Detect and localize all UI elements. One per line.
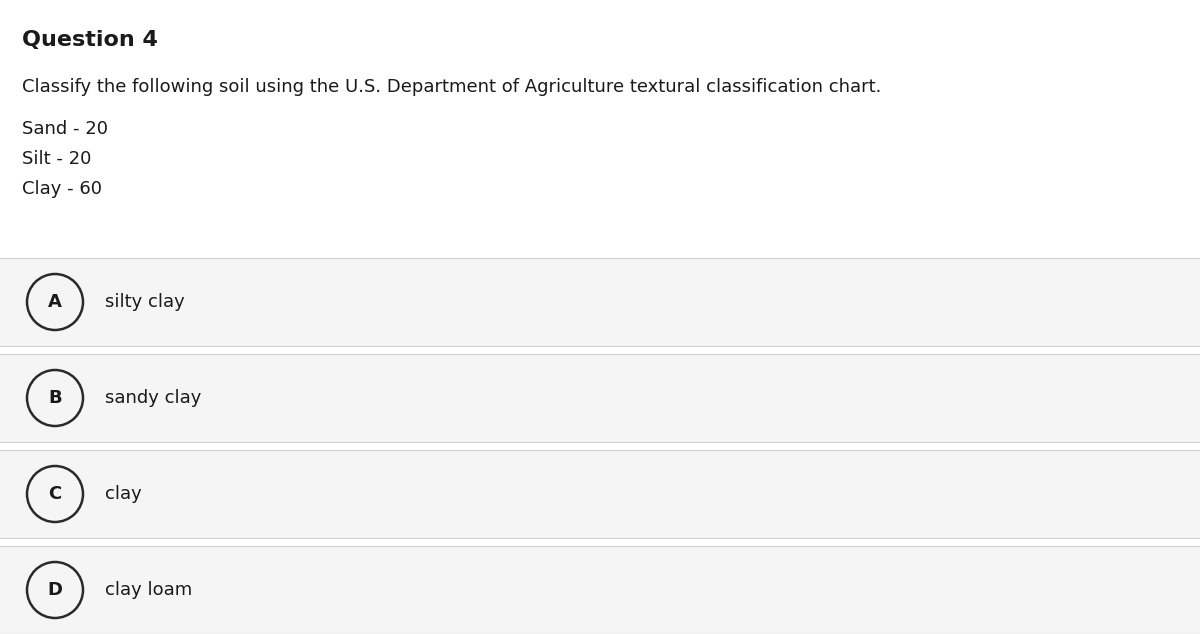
Circle shape <box>28 274 83 330</box>
Text: Silt - 20: Silt - 20 <box>22 150 91 168</box>
Text: Question 4: Question 4 <box>22 30 158 50</box>
FancyBboxPatch shape <box>0 450 1200 538</box>
FancyBboxPatch shape <box>0 546 1200 634</box>
Text: clay loam: clay loam <box>106 581 192 599</box>
Text: D: D <box>48 581 62 599</box>
FancyBboxPatch shape <box>0 258 1200 346</box>
Text: Classify the following soil using the U.S. Department of Agriculture textural cl: Classify the following soil using the U.… <box>22 78 881 96</box>
Text: C: C <box>48 485 61 503</box>
Circle shape <box>28 466 83 522</box>
Text: Clay - 60: Clay - 60 <box>22 180 102 198</box>
Text: A: A <box>48 293 62 311</box>
FancyBboxPatch shape <box>0 354 1200 442</box>
Text: clay: clay <box>106 485 142 503</box>
Circle shape <box>28 562 83 618</box>
Text: B: B <box>48 389 62 407</box>
Text: Sand - 20: Sand - 20 <box>22 120 108 138</box>
Circle shape <box>28 370 83 426</box>
Text: silty clay: silty clay <box>106 293 185 311</box>
Text: sandy clay: sandy clay <box>106 389 202 407</box>
